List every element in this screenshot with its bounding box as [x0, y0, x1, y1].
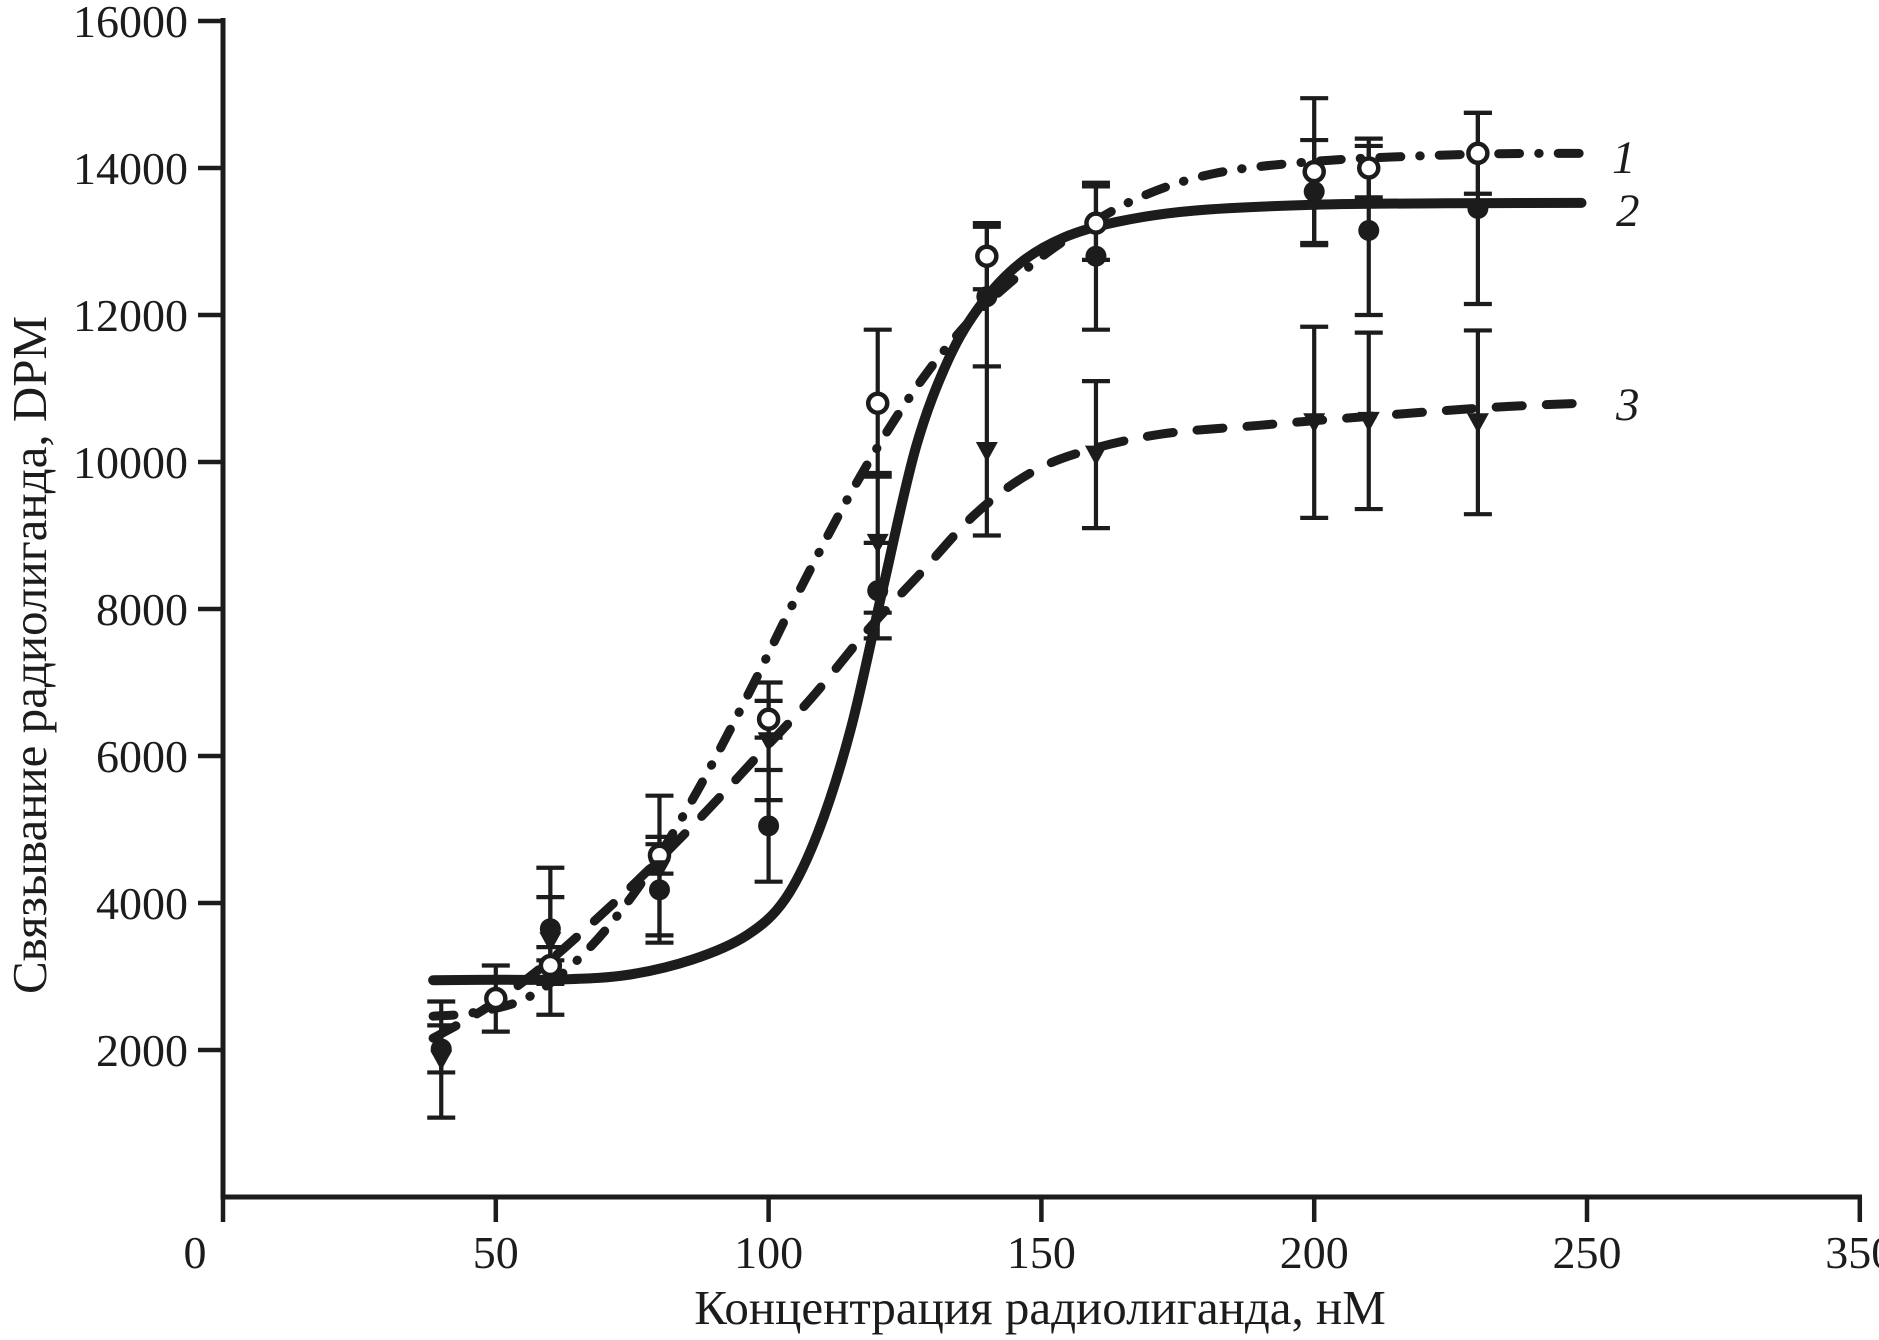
y-axis-title: Связывание радиолиганда, DPM: [2, 316, 57, 994]
x-tick-label: 150: [1007, 1227, 1076, 1278]
fit-curve-2-solid: [428, 197, 1587, 986]
curve-label-3: 3: [1615, 379, 1640, 431]
y-tick-label: 8000: [96, 584, 188, 635]
y-tick-label: 16000: [73, 0, 188, 47]
y-tick-label: 10000: [73, 437, 188, 488]
axes-layer: 2000 4000 6000 8000 10000 12000 14000 16000 0 50 1…: [73, 0, 1879, 1278]
x-tick-label: 250: [1553, 1227, 1622, 1278]
curve-label-1: 1: [1612, 132, 1636, 184]
marker-triangle-down: [539, 932, 562, 953]
x-tick-label: 50: [473, 1227, 519, 1278]
x-tick-label: 0: [184, 1227, 207, 1278]
marker-open-circle: [865, 391, 890, 415]
curve-label-2: 2: [1616, 185, 1640, 237]
error-bars-layer: [427, 96, 1492, 1120]
marker-open-circle: [975, 244, 999, 268]
y-tick-label: 4000: [96, 878, 188, 929]
marker-open-circle: [756, 707, 781, 731]
marker-filled-circle: [1303, 181, 1325, 203]
x-tick-label: 100: [734, 1227, 803, 1278]
marker-filled-circle: [1467, 197, 1489, 219]
x-tick-label: 200: [1280, 1227, 1349, 1278]
marker-filled-circle: [758, 815, 780, 837]
marker-open-circle: [1302, 159, 1326, 184]
marker-triangle-down: [866, 533, 889, 554]
marker-filled-circle: [976, 286, 998, 308]
y-tick-label: 6000: [96, 731, 188, 782]
marker-open-circle: [538, 953, 563, 978]
y-tick-label: 12000: [73, 290, 188, 341]
y-tick-label: 14000: [73, 143, 188, 194]
marker-triangle-down: [975, 441, 998, 462]
marker-triangle-down: [1303, 413, 1326, 434]
marker-triangle-down: [430, 1050, 453, 1071]
x-tick-label: 350: [1825, 1227, 1879, 1278]
fit-curves-layer: [428, 148, 1587, 1043]
marker-filled-circle: [1085, 245, 1107, 267]
fit-curve-1-dash-dot: [428, 148, 1586, 1021]
marker-triangle-down: [1357, 411, 1380, 432]
marker-triangle-down: [648, 860, 671, 881]
y-tick-label: 2000: [96, 1025, 188, 1076]
marker-triangle-down: [1084, 445, 1107, 466]
marker-open-circle: [1084, 211, 1108, 235]
marker-filled-circle: [867, 580, 889, 602]
x-axis-title: Концентрация радиолиганда, нМ: [694, 1280, 1386, 1335]
data-markers-layer: [430, 141, 1490, 1071]
marker-triangle-down: [1466, 413, 1489, 434]
fit-curve-3-dashed: [428, 398, 1586, 1043]
marker-open-circle: [1466, 141, 1490, 166]
marker-open-circle: [484, 986, 508, 1011]
marker-filled-circle: [648, 879, 670, 901]
marker-triangle-down: [757, 732, 780, 753]
marker-open-circle: [1357, 156, 1381, 180]
marker-filled-circle: [1358, 219, 1380, 241]
